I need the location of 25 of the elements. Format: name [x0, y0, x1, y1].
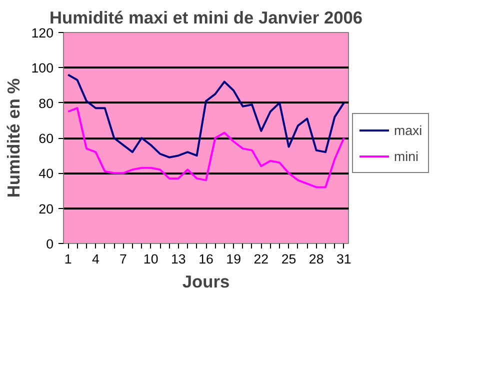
- x-tick-label: 16: [198, 252, 214, 266]
- x-tick-label: 25: [281, 252, 296, 266]
- legend-label: mini: [394, 148, 418, 164]
- x-tick-label: 10: [143, 252, 158, 266]
- x-tick-label: 22: [254, 252, 269, 266]
- y-tick-label: 100: [31, 60, 54, 76]
- x-tick-label: 13: [171, 252, 186, 266]
- x-tick-label: 19: [226, 252, 241, 266]
- y-axis-title: Humidité en %: [3, 78, 24, 198]
- y-tick-label: 80: [38, 96, 54, 111]
- y-tick-label: 120: [31, 26, 54, 40]
- x-tick-label: 28: [308, 252, 324, 266]
- line-series: [67, 107, 345, 188]
- x-tick-label: 1: [64, 252, 72, 266]
- chart-title: Humidité maxi et mini de Janvier 2006: [50, 8, 363, 28]
- x-tick-label: 31: [336, 252, 352, 266]
- y-tick-label: 60: [38, 131, 54, 146]
- y-tick-label: 40: [38, 166, 54, 182]
- x-axis-title: Jours: [182, 272, 230, 292]
- y-tick-label: 0: [46, 236, 54, 252]
- x-tick-label: 4: [92, 252, 100, 266]
- line-series: [67, 74, 345, 158]
- legend-label: maxi: [394, 122, 422, 138]
- y-tick-label: 20: [38, 201, 54, 216]
- x-tick-label: 7: [120, 252, 127, 266]
